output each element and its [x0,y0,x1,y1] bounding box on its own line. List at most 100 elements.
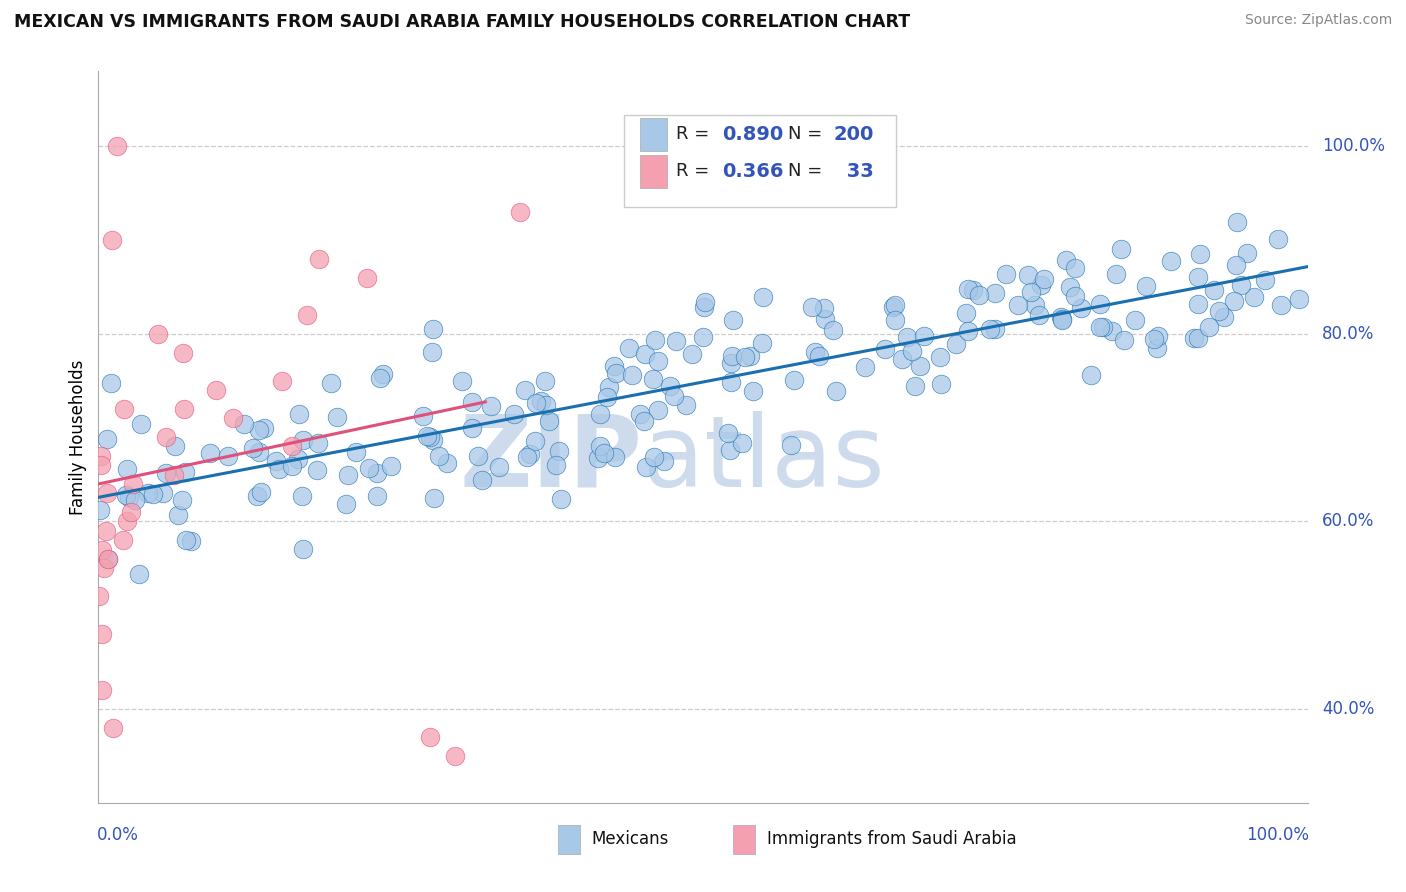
Point [884,312,907,326]
Point [89,590,111,604]
Point [675,398,697,412]
Point [782,373,804,387]
Point [652,454,675,468]
Point [1142,332,1164,346]
Point [530,394,553,409]
Point [419,430,441,444]
Point [1031,278,1053,293]
Point [141,487,163,501]
FancyBboxPatch shape [640,155,666,188]
Point [295,308,318,322]
Point [1225,258,1247,272]
Point [1050,310,1073,324]
Point [662,388,685,402]
Point [1236,246,1258,260]
FancyBboxPatch shape [640,118,666,151]
Point [1080,368,1102,382]
Point [957,324,980,338]
Point [1288,293,1310,307]
Point [105,139,128,153]
Point [242,442,264,456]
Point [647,354,669,368]
Point [589,408,612,422]
Point [326,409,349,424]
Point [247,423,270,437]
Point [249,444,271,458]
Point [305,463,328,477]
Point [270,374,292,388]
Point [198,446,221,460]
Text: 80.0%: 80.0% [1322,325,1375,343]
Point [617,341,640,355]
Point [1064,288,1087,302]
Point [1187,270,1209,285]
Point [165,439,187,453]
Point [112,533,135,548]
Point [1208,303,1230,318]
Point [120,505,142,519]
Point [855,359,877,374]
Point [603,359,626,373]
Point [900,343,922,358]
Point [443,748,465,763]
Point [824,384,846,398]
Point [598,380,620,394]
Point [269,462,291,476]
Point [537,414,560,428]
Point [356,270,378,285]
FancyBboxPatch shape [734,825,755,854]
Point [634,460,657,475]
Point [1033,272,1056,286]
Point [1105,267,1128,281]
Point [1226,215,1249,229]
Point [174,533,197,548]
Point [97,551,120,566]
Point [173,465,195,479]
Point [122,477,145,491]
Point [96,486,118,500]
Point [335,497,357,511]
Point [450,375,472,389]
Point [884,298,907,312]
Point [217,450,239,464]
Point [90,458,112,473]
Point [1147,329,1170,343]
Point [515,383,537,397]
Point [112,401,135,416]
Point [1254,273,1277,287]
Point [422,322,444,336]
Point [1007,298,1029,312]
Point [281,458,304,473]
Point [957,282,980,296]
Point [180,534,202,549]
Point [519,446,541,460]
Point [641,371,664,385]
Point [633,414,655,428]
Text: 33: 33 [839,162,873,181]
Point [307,435,329,450]
Point [222,411,245,425]
Point [548,443,571,458]
Point [1135,279,1157,293]
Text: 200: 200 [834,125,875,144]
Point [779,437,801,451]
Point [1070,301,1092,316]
Point [589,439,612,453]
Point [891,351,914,366]
Point [366,466,388,480]
Point [1202,283,1225,297]
Point [873,342,896,356]
Point [94,524,117,538]
Point [436,456,458,470]
Point [544,458,567,472]
Point [534,374,557,388]
Text: MEXICAN VS IMMIGRANTS FROM SAUDI ARABIA FAMILY HOUSEHOLDS CORRELATION CHART: MEXICAN VS IMMIGRANTS FROM SAUDI ARABIA … [14,13,910,31]
Point [253,420,276,434]
Point [488,460,510,475]
Point [321,376,343,390]
Point [603,450,626,464]
Point [366,489,388,503]
Point [117,515,139,529]
Point [628,407,651,421]
Point [136,485,159,500]
